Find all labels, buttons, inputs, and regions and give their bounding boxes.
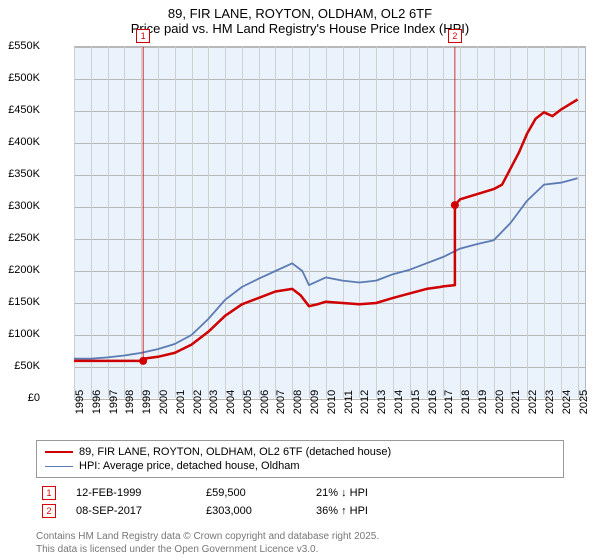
transaction-date: 08-SEP-2017 xyxy=(76,505,186,517)
y-tick-label: £150K xyxy=(8,296,40,308)
x-tick-label: 2018 xyxy=(460,390,472,414)
x-tick-label: 2023 xyxy=(544,390,556,414)
y-tick-label: £500K xyxy=(8,72,40,84)
footer: Contains HM Land Registry data © Crown c… xyxy=(36,530,379,556)
transaction-table: 1 12-FEB-1999 £59,500 21% ↓ HPI 2 08-SEP-2017… xyxy=(36,484,564,520)
plot-background: 12 xyxy=(74,46,586,398)
x-tick-label: 2015 xyxy=(410,390,422,414)
y-tick-label: £300K xyxy=(8,200,40,212)
series-line-hpi xyxy=(74,178,578,359)
chart-area: 12 xyxy=(46,46,586,398)
x-tick-label: 2014 xyxy=(393,390,405,414)
x-tick-label: 2008 xyxy=(292,390,304,414)
x-tick-label: 2005 xyxy=(242,390,254,414)
x-tick-label: 2011 xyxy=(343,390,355,414)
x-tick-label: 2022 xyxy=(527,390,539,414)
transaction-pct: 36% ↑ HPI xyxy=(316,505,416,517)
x-tick-label: 2013 xyxy=(376,390,388,414)
x-tick-label: 2007 xyxy=(275,390,287,414)
transaction-marker: 2 xyxy=(42,504,56,518)
legend-row: 89, FIR LANE, ROYTON, OLDHAM, OL2 6TF (d… xyxy=(45,445,555,459)
x-tick-label: 2010 xyxy=(326,390,338,414)
legend-section: 89, FIR LANE, ROYTON, OLDHAM, OL2 6TF (d… xyxy=(36,440,564,520)
x-tick-label: 2001 xyxy=(175,390,187,414)
series-line-price_paid xyxy=(74,100,578,361)
y-tick-label: £350K xyxy=(8,168,40,180)
plot-svg xyxy=(74,47,586,399)
x-tick-label: 2019 xyxy=(477,390,489,414)
transaction-price: £303,000 xyxy=(206,505,296,517)
transaction-marker: 1 xyxy=(42,486,56,500)
transaction-pct: 21% ↓ HPI xyxy=(316,487,416,499)
x-tick-label: 1996 xyxy=(91,390,103,414)
x-tick-label: 2020 xyxy=(494,390,506,414)
transaction-row: 1 12-FEB-1999 £59,500 21% ↓ HPI xyxy=(36,484,564,502)
legend-label: 89, FIR LANE, ROYTON, OLDHAM, OL2 6TF (d… xyxy=(79,446,391,458)
x-tick-label: 2012 xyxy=(359,390,371,414)
x-tick-label: 1999 xyxy=(141,390,153,414)
x-tick-label: 2006 xyxy=(259,390,271,414)
x-tick-label: 2017 xyxy=(443,390,455,414)
marker-flag-2: 2 xyxy=(448,29,462,43)
x-tick-label: 1997 xyxy=(108,390,120,414)
legend-row: HPI: Average price, detached house, Oldh… xyxy=(45,459,555,473)
x-tick-label: 2003 xyxy=(208,390,220,414)
y-tick-label: £200K xyxy=(8,264,40,276)
y-tick-label: £0 xyxy=(28,392,40,404)
legend-swatch xyxy=(45,451,73,453)
x-tick-label: 2024 xyxy=(561,390,573,414)
chart-container: 89, FIR LANE, ROYTON, OLDHAM, OL2 6TF Pr… xyxy=(0,0,600,560)
x-tick-label: 2025 xyxy=(578,390,590,414)
x-tick-label: 2009 xyxy=(309,390,321,414)
x-tick-label: 2004 xyxy=(225,390,237,414)
x-tick-label: 2000 xyxy=(158,390,170,414)
y-tick-label: £550K xyxy=(8,40,40,52)
footer-license: This data is licensed under the Open Gov… xyxy=(36,543,379,556)
x-tick-label: 2016 xyxy=(427,390,439,414)
legend-swatch xyxy=(45,466,73,467)
y-axis: £0£50K£100K£150K£200K£250K£300K£350K£400… xyxy=(0,46,44,398)
marker-flag-1: 1 xyxy=(136,29,150,43)
title-subtitle: Price paid vs. HM Land Registry's House … xyxy=(0,21,600,36)
x-axis: 1995199619971998199920002001200220032004… xyxy=(74,398,586,440)
y-tick-label: £450K xyxy=(8,104,40,116)
transaction-price: £59,500 xyxy=(206,487,296,499)
y-tick-label: £100K xyxy=(8,328,40,340)
x-tick-label: 2021 xyxy=(510,390,522,414)
x-tick-label: 1998 xyxy=(124,390,136,414)
transaction-date: 12-FEB-1999 xyxy=(76,487,186,499)
legend-label: HPI: Average price, detached house, Oldh… xyxy=(79,460,300,472)
y-tick-label: £400K xyxy=(8,136,40,148)
title-block: 89, FIR LANE, ROYTON, OLDHAM, OL2 6TF Pr… xyxy=(0,0,600,38)
legend-box: 89, FIR LANE, ROYTON, OLDHAM, OL2 6TF (d… xyxy=(36,440,564,478)
title-address: 89, FIR LANE, ROYTON, OLDHAM, OL2 6TF xyxy=(0,6,600,21)
x-tick-label: 1995 xyxy=(74,390,86,414)
y-tick-label: £250K xyxy=(8,232,40,244)
footer-copyright: Contains HM Land Registry data © Crown c… xyxy=(36,530,379,543)
y-tick-label: £50K xyxy=(14,360,40,372)
transaction-row: 2 08-SEP-2017 £303,000 36% ↑ HPI xyxy=(36,502,564,520)
x-tick-label: 2002 xyxy=(192,390,204,414)
